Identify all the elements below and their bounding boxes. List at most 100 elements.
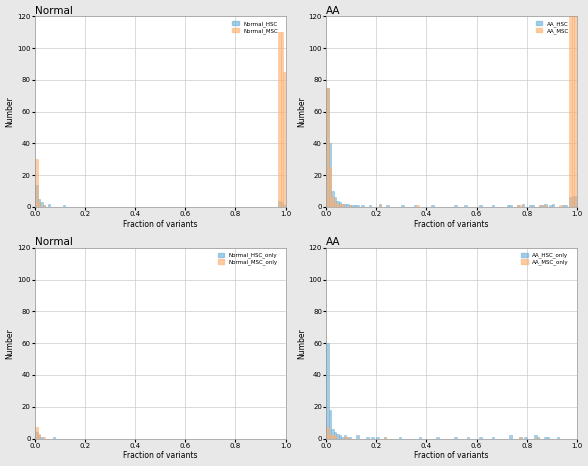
Bar [334,198,336,207]
Legend: AA_HSC_only, AA_MSC_only: AA_HSC_only, AA_MSC_only [522,253,569,265]
Bar [542,206,544,207]
Bar [283,206,286,207]
Bar [336,434,339,439]
Bar [436,437,439,439]
Bar [479,206,482,207]
Bar [559,206,562,207]
Bar [334,432,336,439]
X-axis label: Fraction of variants: Fraction of variants [123,220,198,229]
Bar [519,206,522,207]
Bar [52,437,55,439]
Bar [344,435,346,439]
Bar [522,204,524,207]
Bar [331,435,334,439]
Bar [326,427,329,439]
Bar [569,0,572,207]
Bar [341,437,344,439]
Bar [35,185,38,207]
Bar [329,410,331,439]
Bar [42,206,45,207]
Bar [346,437,349,439]
Bar [402,206,404,207]
Bar [35,427,38,439]
X-axis label: Fraction of variants: Fraction of variants [415,220,489,229]
Bar [48,204,50,207]
Bar [564,206,567,207]
Bar [534,435,537,439]
Bar [326,88,329,207]
Bar [280,32,283,207]
Bar [40,437,42,439]
Bar [379,204,382,207]
Text: AA: AA [326,237,340,247]
Bar [331,198,334,207]
Bar [361,206,364,207]
Bar [537,437,539,439]
Bar [509,435,512,439]
Bar [351,206,354,207]
Bar [35,432,38,439]
Bar [557,437,559,439]
Bar [549,206,552,207]
Bar [519,437,522,439]
Bar [331,429,334,439]
Bar [62,206,65,207]
Bar [356,435,359,439]
Bar [544,437,547,439]
Bar [562,206,564,207]
Y-axis label: Number: Number [297,96,306,127]
Text: Normal: Normal [35,237,73,247]
Y-axis label: Number: Number [5,96,15,127]
Bar [569,198,572,207]
Bar [42,437,45,439]
Bar [507,206,509,207]
Bar [329,144,331,207]
Text: Normal: Normal [35,6,73,15]
Legend: Normal_HSC, Normal_MSC: Normal_HSC, Normal_MSC [232,21,278,34]
Bar [339,202,341,207]
Bar [384,437,386,439]
Bar [326,343,329,439]
Bar [329,167,331,207]
Bar [339,435,341,439]
Bar [40,202,42,207]
Legend: AA_HSC, AA_MSC: AA_HSC, AA_MSC [536,21,569,34]
Bar [372,437,374,439]
Bar [376,437,379,439]
Bar [386,206,389,207]
Bar [572,0,574,207]
Bar [539,206,542,207]
Bar [339,206,341,207]
Bar [492,206,494,207]
Bar [349,437,351,439]
Bar [278,32,280,207]
Bar [336,200,339,207]
Bar [38,199,40,207]
Bar [574,196,577,207]
Bar [544,204,547,207]
Bar [466,437,469,439]
Y-axis label: Number: Number [297,328,306,359]
Bar [537,437,539,439]
Bar [479,437,482,439]
Bar [492,437,494,439]
Bar [524,437,527,439]
Bar [366,437,369,439]
Bar [280,202,283,207]
Bar [384,437,386,439]
Bar [416,206,419,207]
Bar [464,206,466,207]
Bar [278,200,280,207]
Bar [331,191,334,207]
Bar [399,437,402,439]
Bar [552,204,554,207]
X-axis label: Fraction of variants: Fraction of variants [123,452,198,460]
Bar [38,434,40,439]
Y-axis label: Number: Number [5,328,15,359]
Bar [334,202,336,207]
Bar [283,72,286,207]
Bar [349,206,351,207]
Bar [517,206,519,207]
Bar [341,204,344,207]
Bar [454,206,456,207]
